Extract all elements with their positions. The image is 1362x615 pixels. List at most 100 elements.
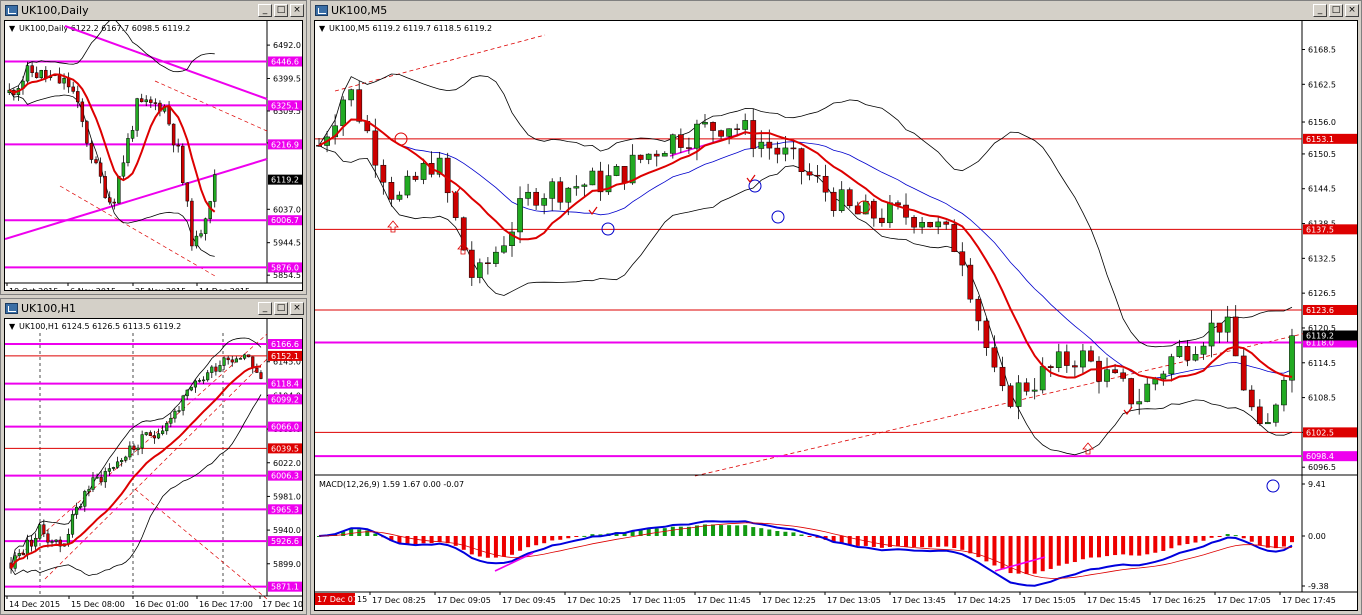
m5-titlebar[interactable]: UK100,M5 _ □ × xyxy=(313,3,1359,18)
maximize-button[interactable]: □ xyxy=(274,302,288,315)
price-label: 6126.5 xyxy=(1308,289,1336,298)
candle-body xyxy=(165,423,169,432)
h1-chart-window[interactable]: UK100,H1 _ □ × ▼ UK100,H1 6124.5 6126.5 … xyxy=(0,298,307,615)
macd-histogram-bar xyxy=(1241,536,1246,539)
candle-body xyxy=(98,162,103,177)
check-mark-icon xyxy=(746,174,756,184)
candle-body xyxy=(356,89,363,122)
macd-histogram-bar xyxy=(461,536,466,550)
macd-histogram-bar xyxy=(1064,536,1069,564)
macd-histogram-bar xyxy=(920,536,925,548)
macd-histogram-bar xyxy=(590,534,595,536)
candle-body xyxy=(91,477,95,490)
time-label: 17 Dec 10:25 xyxy=(567,596,621,605)
candle-body xyxy=(89,142,94,160)
candle-body xyxy=(42,524,46,535)
candle-body xyxy=(152,435,157,439)
candle-body xyxy=(50,541,54,543)
bollinger-lower-band xyxy=(10,394,262,577)
price-label: 5944.5 xyxy=(273,239,301,248)
macd-histogram-bar xyxy=(686,526,691,536)
m5-title: UK100,M5 xyxy=(331,4,388,17)
candle-body xyxy=(1063,351,1070,366)
candle-body xyxy=(412,175,419,180)
macd-info-line: MACD(12,26,9) 1.59 1.67 0.00 -0.07 xyxy=(319,480,464,489)
candle-body xyxy=(39,69,43,78)
time-label: 17 Dec 17:45 xyxy=(1282,596,1336,605)
price-label: 5854.5 xyxy=(273,271,301,280)
time-label: 19 Oct 2015 xyxy=(9,287,58,291)
macd-histogram-bar xyxy=(984,536,989,562)
macd-histogram-bar xyxy=(1281,536,1286,547)
time-label: 17 Dec 13:05 xyxy=(827,596,881,605)
candle-body xyxy=(34,537,38,547)
time-label: 14 Dec 2015 xyxy=(9,600,60,609)
candle-body xyxy=(1031,389,1038,392)
h1-titlebar[interactable]: UK100,H1 _ □ × xyxy=(3,301,304,316)
candle-body xyxy=(919,221,925,228)
time-label: 16 Dec 01:00 xyxy=(135,600,189,609)
level-tag-label: 5876.0 xyxy=(271,263,299,272)
level-tag xyxy=(268,215,302,226)
check-mark-icon xyxy=(588,206,598,216)
macd-histogram-bar xyxy=(1072,536,1077,563)
daily-chart-window[interactable]: UK100,Daily _ □ × ▼ UK100,Daily 6122.2 6… xyxy=(0,0,307,295)
candle-body xyxy=(581,184,588,187)
close-button[interactable]: × xyxy=(1345,4,1359,17)
close-button[interactable]: × xyxy=(290,4,304,17)
maximize-button[interactable]: □ xyxy=(1329,4,1343,17)
macd-histogram-bar xyxy=(550,536,555,541)
time-label: 16 Dec 17:00 xyxy=(199,600,253,609)
time-label: 17 Dec 11:45 xyxy=(697,596,751,605)
time-label: 17 Dec 15:45 xyxy=(1087,596,1141,605)
candle-body xyxy=(144,432,148,435)
candle-body xyxy=(112,201,117,204)
trend-line-dashed xyxy=(694,330,1316,477)
close-button[interactable]: × xyxy=(290,302,304,315)
level-tag xyxy=(268,536,302,547)
candle-body xyxy=(222,357,226,366)
price-label: 5899.0 xyxy=(273,560,301,569)
macd-histogram-bar xyxy=(783,531,788,536)
candle-body xyxy=(76,91,80,103)
candle-body xyxy=(185,389,189,397)
m5-chart-area[interactable]: ▼ UK100,M5 6119.2 6119.7 6118.5 6119.2 M… xyxy=(314,20,1358,611)
candle-body xyxy=(340,99,347,127)
candle-body xyxy=(814,174,821,177)
level-tag xyxy=(268,443,302,454)
macd-histogram-bar xyxy=(678,526,683,536)
macd-label: -9.38 xyxy=(1308,582,1329,591)
level-tag-label: 6152.1 xyxy=(271,352,299,361)
macd-histogram-bar xyxy=(807,536,812,537)
candle-body xyxy=(103,471,107,483)
current-price-label: 6119.2 xyxy=(271,176,299,185)
candle-body xyxy=(30,65,34,73)
macd-histogram-bar xyxy=(477,536,482,557)
minimize-button[interactable]: _ xyxy=(1313,4,1327,17)
candle-body xyxy=(621,166,628,184)
macd-histogram-bar xyxy=(501,536,506,557)
level-tag xyxy=(1303,451,1357,462)
minimize-button[interactable]: _ xyxy=(258,302,272,315)
daily-titlebar[interactable]: UK100,Daily _ □ × xyxy=(3,3,304,18)
minimize-button[interactable]: _ xyxy=(258,4,272,17)
macd-main-line xyxy=(318,520,1293,587)
candle-body xyxy=(121,162,126,177)
macd-histogram-bar xyxy=(437,536,442,542)
macd-histogram-bar xyxy=(389,536,394,542)
macd-histogram-bar xyxy=(831,536,836,543)
level-tag xyxy=(268,421,302,432)
macd-histogram-bar xyxy=(662,528,667,536)
h1-chart-area[interactable]: ▼ UK100,H1 6124.5 6126.5 6113.5 6119.2 6… xyxy=(4,318,303,611)
m5-chart-window[interactable]: UK100,M5 _ □ × ▼ UK100,M5 6119.2 6119.7 … xyxy=(310,0,1362,615)
candle-body xyxy=(242,354,247,359)
time-label: 17 Dec 09:05 xyxy=(437,596,491,605)
macd-histogram-bar xyxy=(1265,536,1270,548)
maximize-button[interactable]: □ xyxy=(274,4,288,17)
macd-histogram-bar xyxy=(1161,536,1166,551)
chart-menu-arrow-icon: ▼ xyxy=(9,24,16,33)
level-tag xyxy=(1303,427,1357,438)
trend-line-dashed xyxy=(134,488,268,600)
daily-chart-area[interactable]: ▼ UK100,Daily 6122.2 6167.7 6098.5 6119.… xyxy=(4,20,303,291)
candle-body xyxy=(1168,356,1175,375)
